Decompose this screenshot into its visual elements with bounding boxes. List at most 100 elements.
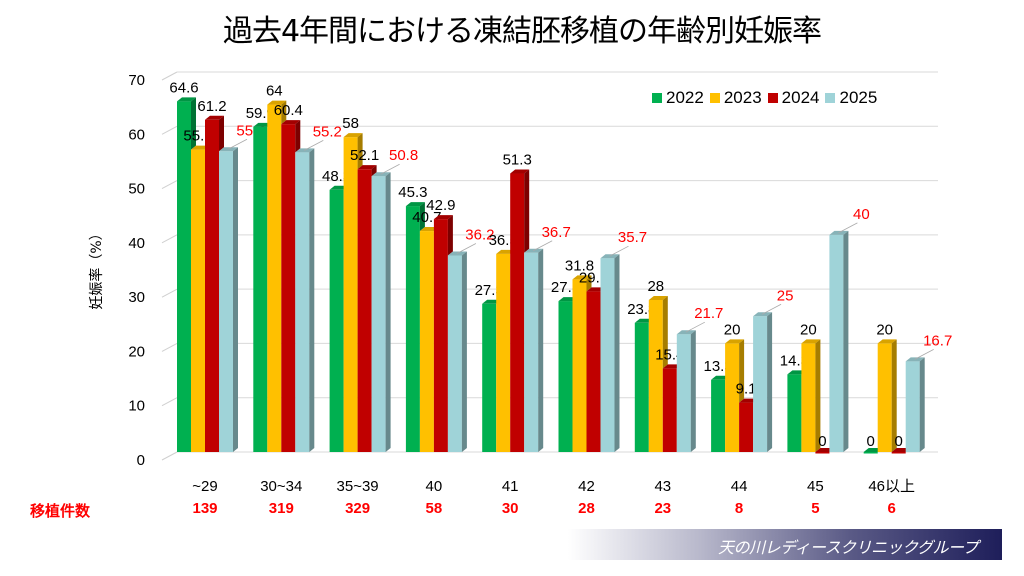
legend-swatch	[767, 93, 778, 103]
gridline-depth	[161, 288, 178, 298]
data-label-2024: 52.1	[350, 147, 379, 164]
leader-line	[685, 321, 705, 333]
legend-item-2024: 2024	[767, 88, 819, 108]
data-label-2023: 20	[724, 321, 741, 338]
bar-top-2024	[433, 215, 453, 220]
bar-side-2022	[419, 202, 425, 232]
transfer-count: 5	[811, 500, 820, 517]
bar-side-2025	[385, 172, 391, 452]
leader-line	[456, 243, 477, 254]
bar-2022	[253, 126, 268, 452]
bar-side-2022	[191, 97, 196, 150]
bar-2022	[558, 301, 573, 452]
gridline-depth	[161, 342, 178, 352]
x-tick-label: 44	[731, 478, 748, 495]
bar-side-2024	[447, 215, 453, 256]
x-tick-label: 43	[654, 478, 671, 495]
chart-title: 過去4年間における凍結胚移植の年齢別妊娠率	[222, 14, 822, 49]
y-axis-label: 妊娠率（%）	[89, 226, 105, 310]
data-label-2024: 0	[818, 433, 826, 450]
bar-2022	[634, 322, 649, 452]
transfer-count: 319	[268, 500, 294, 517]
bar-2025	[905, 361, 920, 452]
bar-2023	[725, 343, 740, 452]
data-label-2025: 36.2	[465, 226, 494, 243]
transfer-count-label: 移植件数	[30, 502, 91, 520]
legend-label: 2025	[839, 88, 878, 107]
gridline-depth	[161, 180, 178, 190]
data-label-2023: 31.8	[565, 257, 594, 274]
legend-swatch	[709, 93, 720, 103]
y-tick-label: 70	[128, 72, 145, 89]
bar-side-2025	[843, 230, 849, 452]
bar-side-2024	[295, 120, 301, 153]
x-tick-label: 46以上	[868, 478, 915, 495]
bar-top-2023	[343, 133, 363, 138]
bar-2025	[524, 252, 539, 452]
y-tick-label: 50	[128, 181, 145, 198]
bar-2023	[572, 279, 587, 452]
transfer-count: 58	[425, 500, 443, 517]
leader-line	[761, 303, 782, 315]
bar-side-2025	[919, 357, 925, 452]
bar-2023	[343, 137, 358, 452]
data-label-2025: 35.7	[618, 229, 647, 246]
leader-line	[533, 240, 553, 252]
bar-2022	[329, 189, 344, 453]
bar-side-2023	[891, 339, 897, 452]
leader-line	[914, 348, 934, 360]
x-tick-label: 41	[502, 478, 519, 495]
transfer-count: 30	[501, 500, 519, 517]
bar-side-2025	[538, 248, 544, 452]
legend: 2022 2023 2024 2025	[652, 88, 883, 108]
data-label-2022: 64.6	[169, 79, 198, 96]
bar-side-2023	[357, 133, 363, 170]
data-label-2025: 40	[853, 206, 870, 223]
data-label-2022: 0	[867, 433, 875, 450]
data-label-2025: 25	[777, 287, 794, 304]
leader-line	[227, 138, 248, 150]
bar-2023	[877, 343, 892, 452]
bar-2025	[371, 176, 386, 452]
bar-top-2023	[877, 339, 897, 344]
bar-side-2024	[371, 165, 377, 177]
bar-2025	[676, 334, 691, 452]
bar-2025	[829, 234, 844, 452]
bar-2022	[482, 303, 497, 452]
bar-side-2023	[662, 296, 668, 369]
data-label-2025: 50.8	[389, 147, 418, 164]
bar-2023	[267, 104, 282, 453]
y-tick-label: 40	[128, 235, 145, 252]
transfer-count: 329	[345, 500, 371, 517]
bar-2024	[586, 291, 601, 452]
bar-side-2024	[524, 169, 530, 253]
bar-2025	[295, 152, 310, 453]
bar-2023	[191, 149, 205, 452]
bar-2022	[787, 374, 802, 452]
transfer-count: 28	[578, 500, 595, 517]
leader-line	[304, 139, 324, 151]
y-tick-label: 0	[137, 452, 145, 469]
x-tick-label: 30~34	[260, 478, 302, 495]
gridline-depth	[161, 397, 178, 407]
bar-top-2023	[801, 339, 821, 344]
bar-2024	[662, 368, 677, 452]
x-tick-label: 40	[426, 478, 443, 495]
data-label-2024: 9.1	[736, 381, 757, 398]
x-tick-label: 45	[807, 478, 824, 495]
bar-side-2025	[309, 148, 315, 453]
data-label-2025: 55.2	[313, 123, 342, 140]
bar-2023	[496, 253, 511, 452]
legend-item-2022: 2022	[652, 88, 704, 108]
legend-label: 2023	[723, 88, 762, 107]
bar-2025	[447, 255, 462, 452]
bar-2023	[419, 231, 434, 452]
gridline-depth	[161, 451, 178, 461]
gridline-depth	[161, 234, 178, 244]
bar-top-2024	[510, 169, 530, 174]
bar-side-2023	[586, 275, 592, 292]
bar-2024	[205, 119, 219, 453]
transfer-count: 8	[734, 500, 744, 517]
data-label-2024: 60.4	[274, 102, 303, 119]
